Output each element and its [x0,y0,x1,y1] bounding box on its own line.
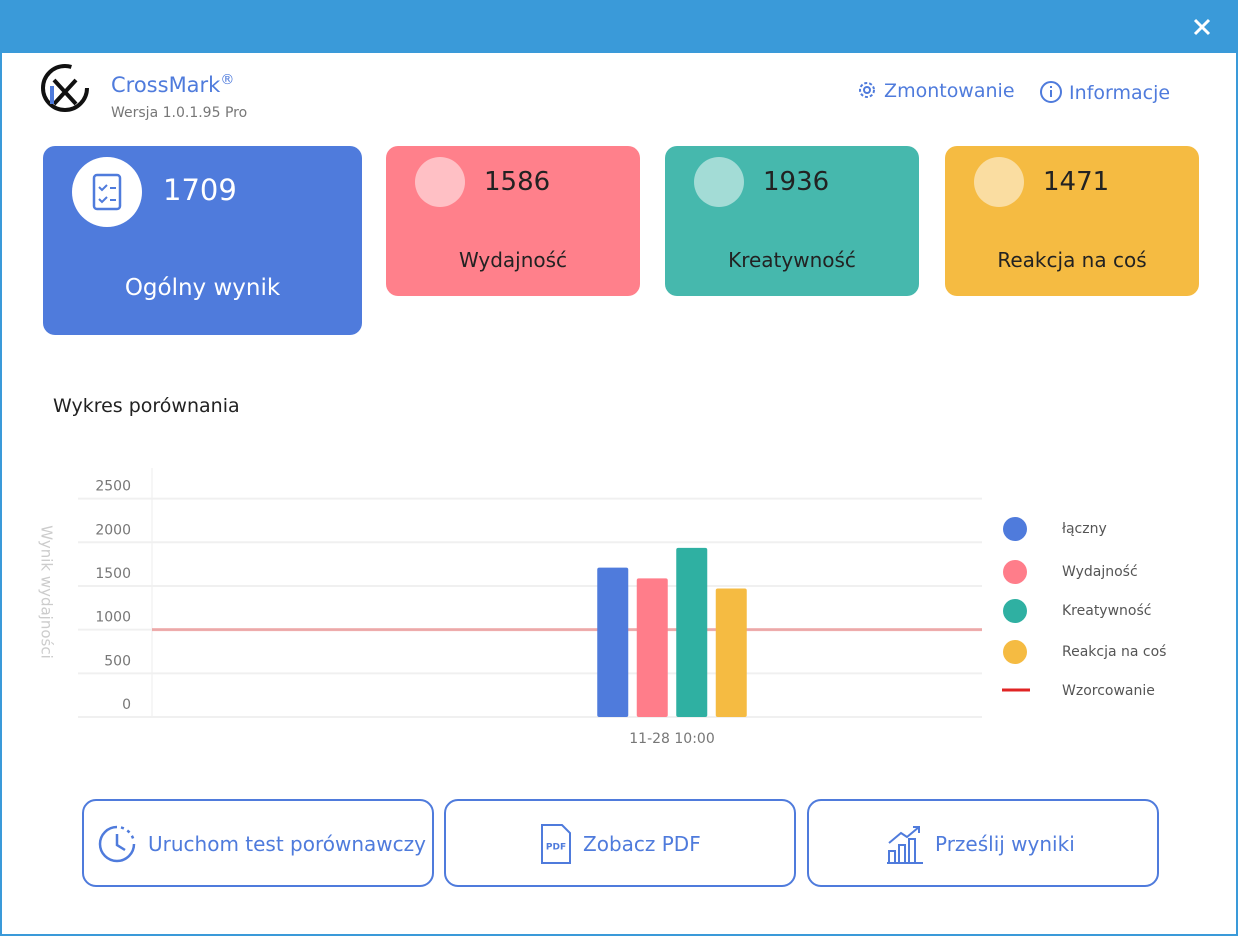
bar [676,547,708,717]
score-card: 1586 Wydajność [386,146,640,296]
legend-swatch [1003,640,1027,664]
x-tick-label: 11-28 10:00 [629,731,714,747]
version: Wersja 1.0.1.95 Pro [111,105,248,121]
legend-label: Wydajność [1062,564,1138,580]
legend-swatch [1003,517,1027,541]
legend-swatch [1003,599,1027,623]
score-card: 1936 Kreatywność [665,146,919,296]
legend-label: Wzorcowanie [1062,683,1155,699]
nav-info[interactable]: Informacje [1039,80,1170,104]
score-value: 1586 [484,167,551,197]
score-value: 1936 [763,167,830,197]
bar [636,578,668,717]
pdf-button[interactable]: PDF Zobacz PDF [444,799,796,887]
score-card: 1471 Reakcja na coś [945,146,1199,296]
gear-icon [859,82,875,98]
y-tick-label: 1000 [95,610,131,626]
score-label: Ogólny wynik [124,275,281,301]
score-value: 1471 [1043,167,1110,197]
y-tick-label: 1500 [95,566,131,582]
upload-button[interactable]: Prześlij wyniki [807,799,1159,887]
pdf-icon-text: PDF [546,843,566,853]
y-tick-label: 2500 [95,479,131,495]
score-label: Reakcja na coś [997,248,1147,272]
legend-label: Kreatywność [1062,603,1151,619]
legend-label: Reakcja na coś [1062,644,1166,660]
score-value: 1709 [163,173,237,207]
info-icon [1040,81,1062,103]
upload-icon [887,826,923,864]
bar [597,567,629,717]
score-label: Wydajność [458,248,568,272]
button-label: Zobacz PDF [583,832,701,856]
y-tick-label: 500 [104,653,131,669]
logo [41,64,89,112]
bar [715,588,747,717]
pdf-icon: PDF [541,824,571,864]
score-card: 1709 Ogólny wynik [43,146,362,335]
nav-settings[interactable]: Zmontowanie [856,79,1015,102]
card-icon [974,157,1024,207]
app-name: CrossMark® [111,72,235,97]
card-icon [72,157,142,227]
chart-title: Wykres porównania [53,395,240,417]
card-icon [694,157,744,207]
card-icon [415,157,465,207]
y-tick-label: 0 [122,697,131,713]
score-label: Kreatywność [728,248,856,272]
chart: 0 500 1000 1500 2000 2500 Wynik wydajności 11-2… [38,468,1166,747]
y-axis-label: Wynik wydajności [38,525,56,659]
button-label: Prześlij wyniki [935,832,1075,856]
run-test-button[interactable]: Uruchom test porównawczy [82,799,434,887]
legend-swatch [1003,560,1027,584]
title-bar [2,0,1236,53]
y-tick-label: 2000 [95,522,131,538]
close-button[interactable] [1192,17,1212,37]
clock-icon [98,825,136,863]
button-label: Uruchom test porównawczy [148,832,426,856]
legend-label: łączny [1062,521,1107,537]
